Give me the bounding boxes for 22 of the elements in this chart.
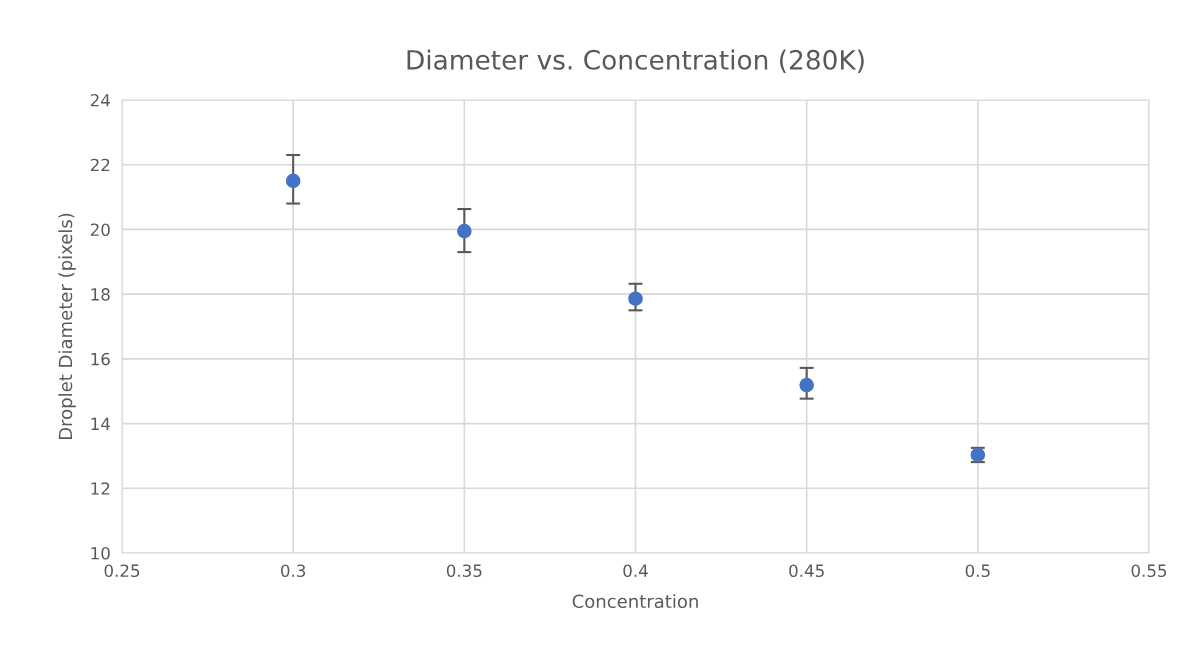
point (457, 223, 472, 239)
y-tick-label: 18 (91, 288, 110, 301)
y-tick-label: 12 (91, 482, 110, 495)
x-tick-label: 0.5 (965, 564, 990, 578)
x-tick-label: 0.3 (281, 564, 306, 578)
x-tick-label: 0.45 (789, 564, 824, 578)
x-axis-title: Concentration (572, 594, 698, 609)
point (628, 291, 643, 306)
chart-title: Diameter vs. Concentration (280K) (407, 49, 864, 73)
y-tick-label: 22 (90, 158, 110, 172)
y-tick-label: 10 (91, 546, 110, 560)
x-tick-label: 0.35 (446, 564, 482, 578)
x-tick-label: 0.25 (104, 564, 140, 578)
x-tick-label: 0.55 (1131, 564, 1167, 578)
y-tick-label: 24 (90, 93, 110, 107)
y-tick-label: 20 (90, 223, 110, 236)
point (285, 173, 301, 189)
y-tick-label: 16 (91, 352, 110, 366)
y-axis-title: Droplet Diameter (pixels) (58, 213, 76, 440)
x-tick-label: 0.4 (623, 564, 648, 578)
y-tick-label: 14 (91, 417, 110, 430)
point (799, 377, 814, 393)
